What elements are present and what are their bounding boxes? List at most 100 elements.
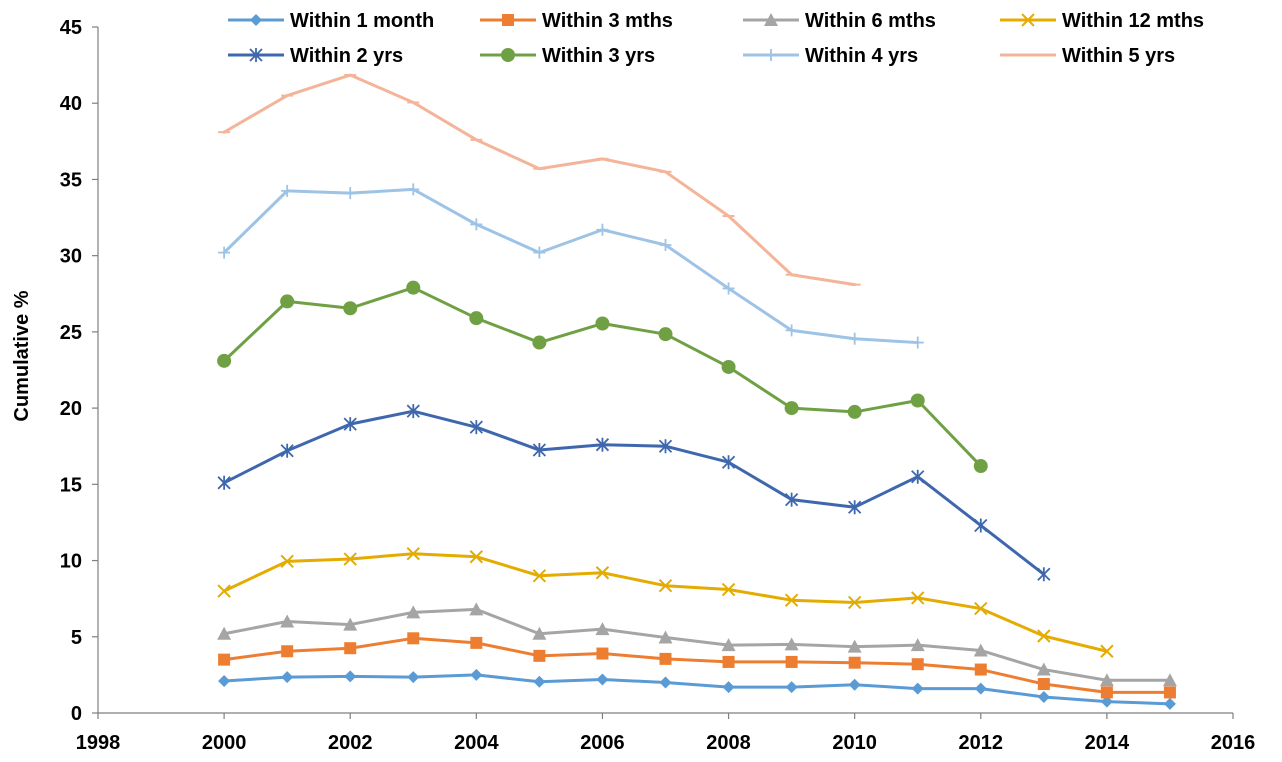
data-point	[596, 647, 609, 660]
legend-label: Within 3 mths	[542, 10, 673, 32]
data-point	[722, 282, 735, 295]
legend-label: Within 6 mths	[805, 10, 936, 32]
data-point	[280, 554, 294, 569]
data-point	[785, 681, 798, 694]
data-point	[280, 443, 294, 458]
data-point	[659, 676, 672, 689]
x-tick-label: 1998	[76, 732, 121, 754]
series-within-6-mths	[217, 602, 1177, 687]
x-tick-label: 2006	[580, 732, 625, 754]
data-point	[595, 622, 610, 636]
data-point	[658, 579, 673, 593]
legend-marker	[765, 49, 777, 61]
data-point	[721, 455, 736, 470]
y-axis-title: Cumulative %	[11, 290, 33, 421]
data-point	[659, 238, 672, 251]
data-point	[1099, 673, 1114, 687]
y-tick-label: 25	[60, 322, 82, 344]
data-point	[784, 637, 799, 651]
data-point	[848, 678, 861, 691]
legend-marker	[501, 48, 515, 62]
data-point	[784, 401, 799, 416]
series-within-2-yrs	[217, 404, 1051, 582]
data-point	[281, 184, 294, 197]
y-tick-label: 45	[60, 17, 82, 39]
data-point	[721, 638, 736, 652]
data-point	[533, 649, 546, 662]
legend-item: Within 12 mths	[1000, 10, 1204, 32]
y-tick-label: 5	[71, 627, 82, 649]
data-point	[911, 591, 925, 605]
legend-label: Within 1 month	[290, 10, 434, 32]
y-tick-label: 10	[60, 551, 82, 573]
x-tick-label: 2012	[959, 732, 1004, 754]
data-point	[596, 223, 609, 236]
data-point	[910, 393, 925, 408]
data-point	[469, 311, 484, 326]
legend-marker	[1021, 13, 1035, 27]
data-point	[1037, 690, 1050, 703]
data-point	[973, 643, 988, 657]
data-point	[847, 404, 862, 419]
x-tick-label: 2008	[706, 732, 751, 754]
y-tick-label: 20	[60, 398, 82, 420]
data-point	[847, 595, 862, 610]
data-point	[280, 614, 295, 628]
data-point	[595, 437, 610, 452]
data-point	[974, 682, 987, 695]
data-point	[218, 653, 231, 666]
data-point	[217, 584, 231, 598]
legend-label: Within 4 yrs	[805, 45, 918, 67]
data-point	[406, 546, 420, 561]
data-point	[659, 652, 672, 665]
data-point	[658, 327, 673, 342]
data-point	[343, 552, 357, 566]
data-point	[470, 218, 483, 231]
legend-marker	[764, 13, 778, 26]
data-point	[721, 359, 736, 374]
data-point	[658, 630, 673, 644]
data-point	[721, 582, 736, 597]
data-point	[343, 617, 358, 631]
data-point	[722, 681, 735, 694]
data-point	[1162, 673, 1177, 687]
data-point	[407, 183, 420, 196]
legend-label: Within 5 yrs	[1062, 45, 1175, 67]
series-within-5-yrs	[218, 73, 861, 287]
data-point	[217, 353, 232, 368]
x-tick-label: 2004	[454, 732, 499, 754]
data-point	[407, 632, 420, 645]
data-point	[1163, 686, 1176, 699]
series-within-4-yrs	[218, 183, 924, 349]
series-line	[222, 187, 920, 345]
data-point	[848, 656, 861, 669]
legend-item: Within 6 mths	[743, 10, 936, 32]
data-point	[911, 682, 924, 695]
legend-item: Within 5 yrs	[1000, 45, 1175, 67]
data-point	[974, 601, 988, 616]
data-point	[785, 324, 798, 337]
series-within-1-month	[218, 668, 1176, 710]
y-tick-label: 15	[60, 474, 82, 496]
data-point	[280, 294, 295, 309]
data-point	[910, 638, 925, 652]
data-point	[343, 301, 358, 316]
data-point	[595, 566, 610, 580]
data-point	[532, 569, 547, 583]
data-point	[974, 663, 987, 676]
data-point	[343, 417, 357, 432]
x-tick-label: 2010	[832, 732, 877, 754]
data-point	[784, 593, 799, 607]
data-point	[1037, 629, 1051, 643]
legend-item: Within 4 yrs	[743, 45, 918, 67]
legend-label: Within 12 mths	[1062, 10, 1204, 32]
series-line	[222, 673, 1172, 706]
legend-item: Within 2 yrs	[228, 45, 403, 67]
data-point	[1036, 662, 1051, 676]
data-point	[532, 626, 547, 640]
data-point	[344, 670, 357, 683]
data-point	[1100, 644, 1114, 658]
data-point	[848, 500, 862, 515]
legend-marker	[502, 14, 514, 26]
